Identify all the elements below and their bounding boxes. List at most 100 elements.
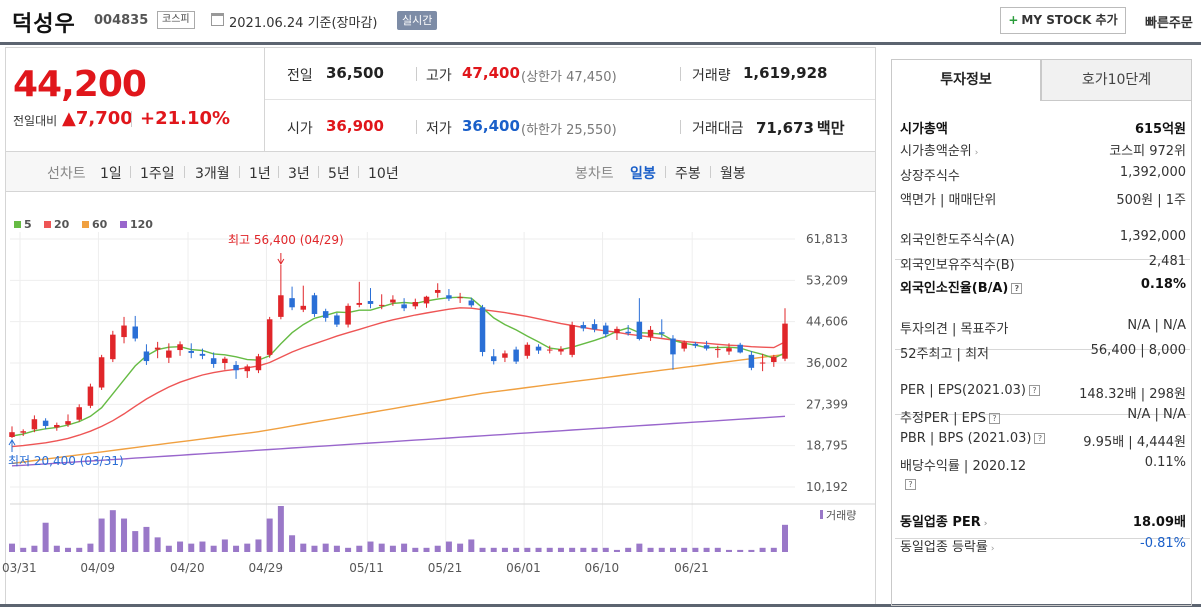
candle-body [87,386,94,406]
info-row[interactable]: 동일업종 PER › 18.09배 [900,511,1186,531]
help-icon[interactable]: ? [988,413,1000,424]
volume-bar [345,547,352,552]
period-10y[interactable]: 10년 [368,166,399,182]
candle-body [143,351,150,362]
info-label: 외국인한도주식수(A) [900,233,1015,248]
stock-chart[interactable]: 5 20 60 120 61,813 53,209 44,606 36,002 27,399 1… [0,192,880,604]
candle-body [378,304,385,306]
candle-body [278,295,284,317]
volume-value: 1,619,928 [743,64,828,82]
info-row[interactable]: 동일업종 등락률 › -0.81% [900,536,1186,556]
info-label: PBR | BPS (2021.03)? [900,431,1046,446]
lower-limit: (하한가 25,550) [521,123,617,138]
info-row: 시가총액 615억원 [900,118,1186,138]
chart-grid [10,232,876,550]
volume-bar [289,535,296,552]
candle-monthly[interactable]: 월봉 [720,166,746,182]
candle-body [166,350,172,358]
divider [264,48,265,151]
candle-body [580,325,587,329]
period-1y[interactable]: 1년 [249,166,271,182]
candle-body [603,325,609,335]
candle-body [759,362,766,364]
info-value: -0.81% [1140,536,1186,551]
candle-body [715,349,721,351]
candle-body [199,353,206,356]
period-3y[interactable]: 3년 [288,166,310,182]
realtime-badge[interactable]: 실시간 [397,11,438,30]
candle-chart-label: 봉차트 [575,166,614,182]
change-percent: +21.10% [140,108,231,129]
candle-body [54,424,60,428]
volume-bar [647,547,654,552]
volume-bar [143,526,150,552]
volume-bar [692,547,699,552]
volume-bar [569,547,576,552]
chevron-right-icon: › [983,519,988,529]
divider [416,120,417,134]
section-divider [895,538,1190,539]
candle-body [300,305,307,310]
x-tick-label: 04/29 [248,561,283,575]
volume-bar [557,547,564,552]
info-label: 추정PER | EPS? [900,407,1000,426]
y-tick-label: 27,399 [806,397,848,411]
divider [278,166,279,178]
candle-body [401,304,407,309]
help-icon[interactable]: ? [1011,283,1023,294]
candle-body [513,349,519,362]
volume-bar [20,547,27,552]
y-tick-label: 53,209 [806,273,848,287]
candle-body [311,295,318,315]
low-value: 36,400 [462,117,520,135]
tab-order-book[interactable]: 호가10단계 [1041,59,1192,101]
volume-bar [87,543,94,552]
info-row: 외국인소진율(B/A)? 0.18% [900,277,1186,297]
divider [710,166,711,178]
candle-body [591,324,598,330]
tab-investment-info[interactable]: 투자정보 [891,59,1041,101]
volume-bar [737,549,744,552]
candle-weekly[interactable]: 주봉 [675,166,701,182]
divider [318,166,319,178]
x-tick-label: 05/21 [428,561,463,575]
info-row[interactable]: 시가총액순위 › 코스피 972위 [900,140,1186,160]
info-value: 500원 | 1주 [1116,193,1186,208]
y-tick-label: 18,795 [806,439,848,453]
help-icon[interactable]: ? [905,479,916,490]
my-stock-add-button[interactable]: + MY STOCK 추가 [1000,7,1126,34]
period-1w[interactable]: 1주일 [140,166,175,182]
candle-body [468,300,475,306]
volume-bar [333,545,340,552]
x-tick-label: 04/20 [170,561,205,575]
volume-bar [277,506,284,552]
divider [239,166,240,178]
volume-bar [535,547,542,552]
candle-body [524,344,531,356]
y-tick-label: 36,002 [806,356,848,370]
period-5y[interactable]: 5년 [328,166,350,182]
volume-bar [748,549,755,552]
volume-bar [311,545,318,552]
panel-tabs: 투자정보 호가10단계 [891,59,1192,101]
candle-daily[interactable]: 일봉 [630,166,656,182]
candle-body [244,366,251,372]
candle-body [446,295,452,299]
volume-bar [53,545,60,552]
legend-label-5: 5 [24,218,32,231]
y-tick-label: 44,606 [806,315,848,329]
volume-bar [490,547,497,552]
volume-bar [165,545,172,552]
volume-bars: 거래량 [9,506,856,552]
quick-order-button[interactable]: 빠른주문 [1145,12,1193,31]
candle-body [322,311,329,318]
period-3m[interactable]: 3개월 [195,166,230,182]
volume-bar [65,547,72,552]
info-row: PER | EPS(2021.03)? 148.32배 | 298원 [900,383,1186,403]
period-1d[interactable]: 1일 [100,166,122,182]
help-icon[interactable]: ? [1028,385,1040,396]
moving-average-ma20 [11,307,786,448]
candle-body [771,356,777,363]
help-icon[interactable]: ? [1034,433,1046,444]
chevron-right-icon: › [974,148,979,158]
